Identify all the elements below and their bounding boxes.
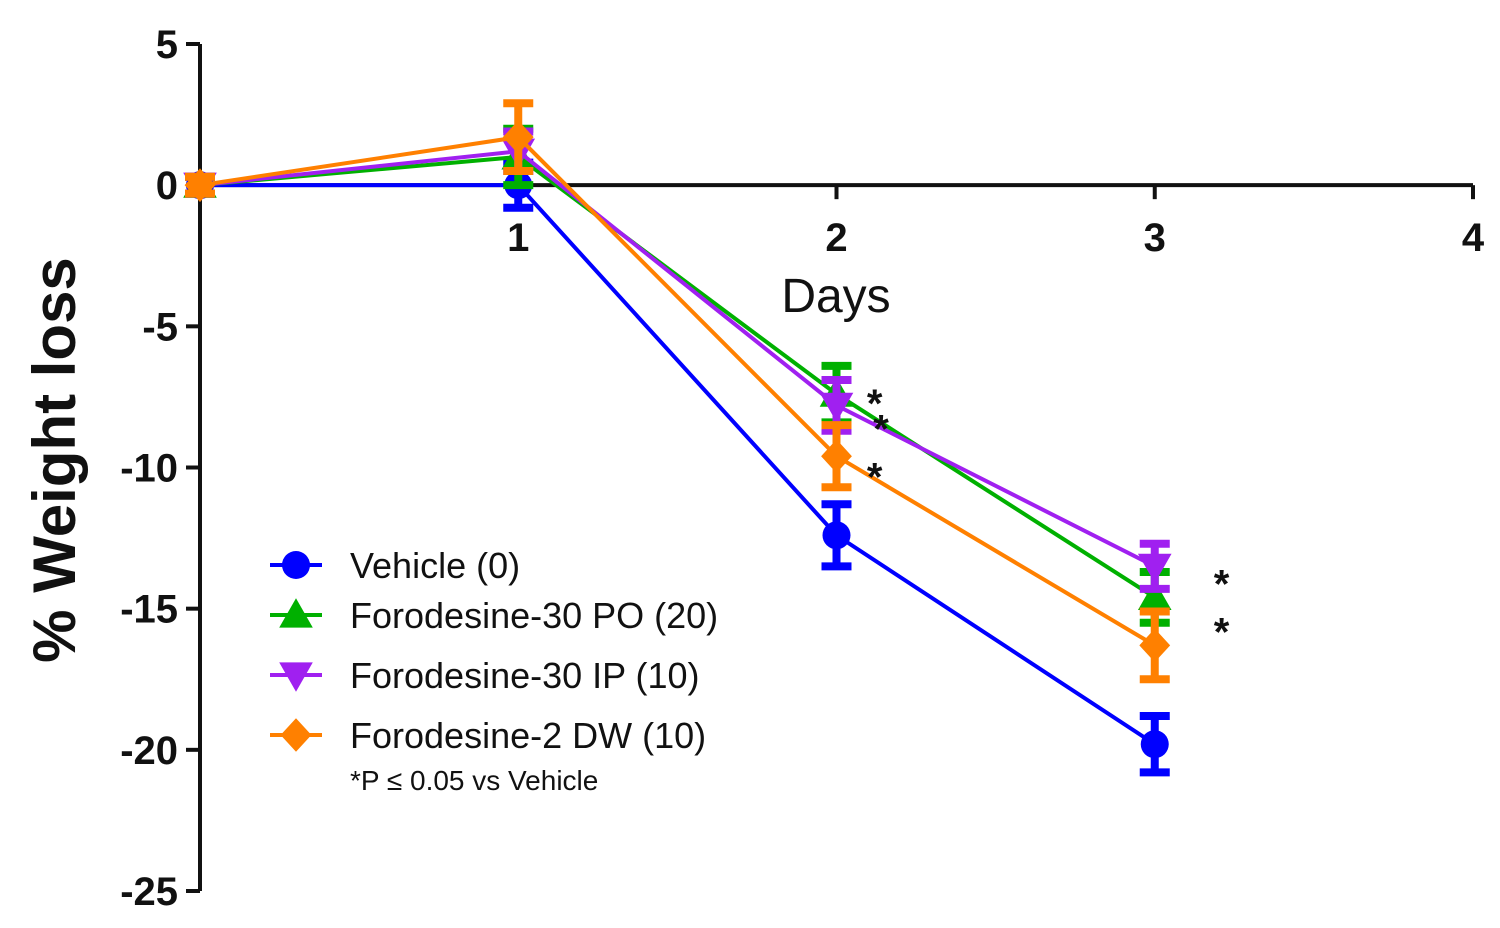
legend-label: Forodesine-30 PO (20) xyxy=(350,595,718,636)
series-line xyxy=(199,135,1156,648)
triangle-down-marker xyxy=(279,662,313,692)
triangle-up-marker xyxy=(279,598,313,628)
legend-item: Forodesine-30 IP (10) xyxy=(270,655,700,696)
significance-asterisk: * xyxy=(867,455,883,499)
diamond-marker xyxy=(821,439,852,474)
diamond-marker xyxy=(280,718,312,752)
legend-label: Forodesine-30 IP (10) xyxy=(350,655,700,696)
x-tick-label: 1 xyxy=(507,216,529,260)
circle-marker xyxy=(822,521,851,550)
x-axis-label: Days xyxy=(781,270,890,323)
y-tick-label: -5 xyxy=(142,305,178,349)
legend: Vehicle (0) Forodesine-30 PO (20) Forodesi… xyxy=(270,545,718,756)
y-tick-label: -10 xyxy=(120,447,178,491)
x-tick-label: 4 xyxy=(1462,216,1485,260)
y-tick-label: 0 xyxy=(156,164,178,208)
y-tick-label: -25 xyxy=(120,870,178,914)
diamond-marker xyxy=(1139,628,1171,663)
diamond-marker xyxy=(502,120,534,154)
y-tick-label: 5 xyxy=(156,23,178,67)
significance-asterisk: * xyxy=(873,407,889,451)
series-layer xyxy=(183,99,1172,777)
x-tick-label: 2 xyxy=(825,216,847,260)
series-line xyxy=(200,183,1156,746)
legend-item: Vehicle (0) xyxy=(270,545,520,586)
axes: 5 0 -5 -10 -15 -20 -25 1 2 3 4 xyxy=(120,23,1485,914)
annotations: ***** xyxy=(867,382,1230,655)
triangle-up-marker xyxy=(1137,580,1172,610)
legend-label: Forodesine-2 DW (10) xyxy=(350,715,706,756)
significance-asterisk: * xyxy=(1214,563,1230,607)
footnote: *P ≤ 0.05 vs Vehicle xyxy=(350,765,598,796)
legend-item: Forodesine-30 PO (20) xyxy=(270,595,718,636)
y-tick-label: -20 xyxy=(120,729,178,773)
series-line xyxy=(199,149,1156,569)
series-forodesine-30-po-20- xyxy=(183,124,1172,627)
triangle-down-marker xyxy=(1137,553,1172,584)
y-axis-label: % Weight loss xyxy=(21,257,88,663)
y-tick-label: -15 xyxy=(120,588,178,632)
triangle-down-marker xyxy=(819,392,854,423)
circle-marker xyxy=(1140,730,1169,759)
series-line xyxy=(199,154,1156,600)
diamond-marker xyxy=(184,168,216,202)
significance-asterisk: * xyxy=(867,382,883,426)
significance-asterisk: * xyxy=(1214,611,1230,655)
legend-item: Forodesine-2 DW (10) xyxy=(270,715,706,756)
legend-label: Vehicle (0) xyxy=(350,545,520,586)
circle-marker xyxy=(282,551,310,579)
series-forodesine-2-dw-10- xyxy=(184,99,1171,684)
x-tick-label: 3 xyxy=(1144,216,1166,260)
